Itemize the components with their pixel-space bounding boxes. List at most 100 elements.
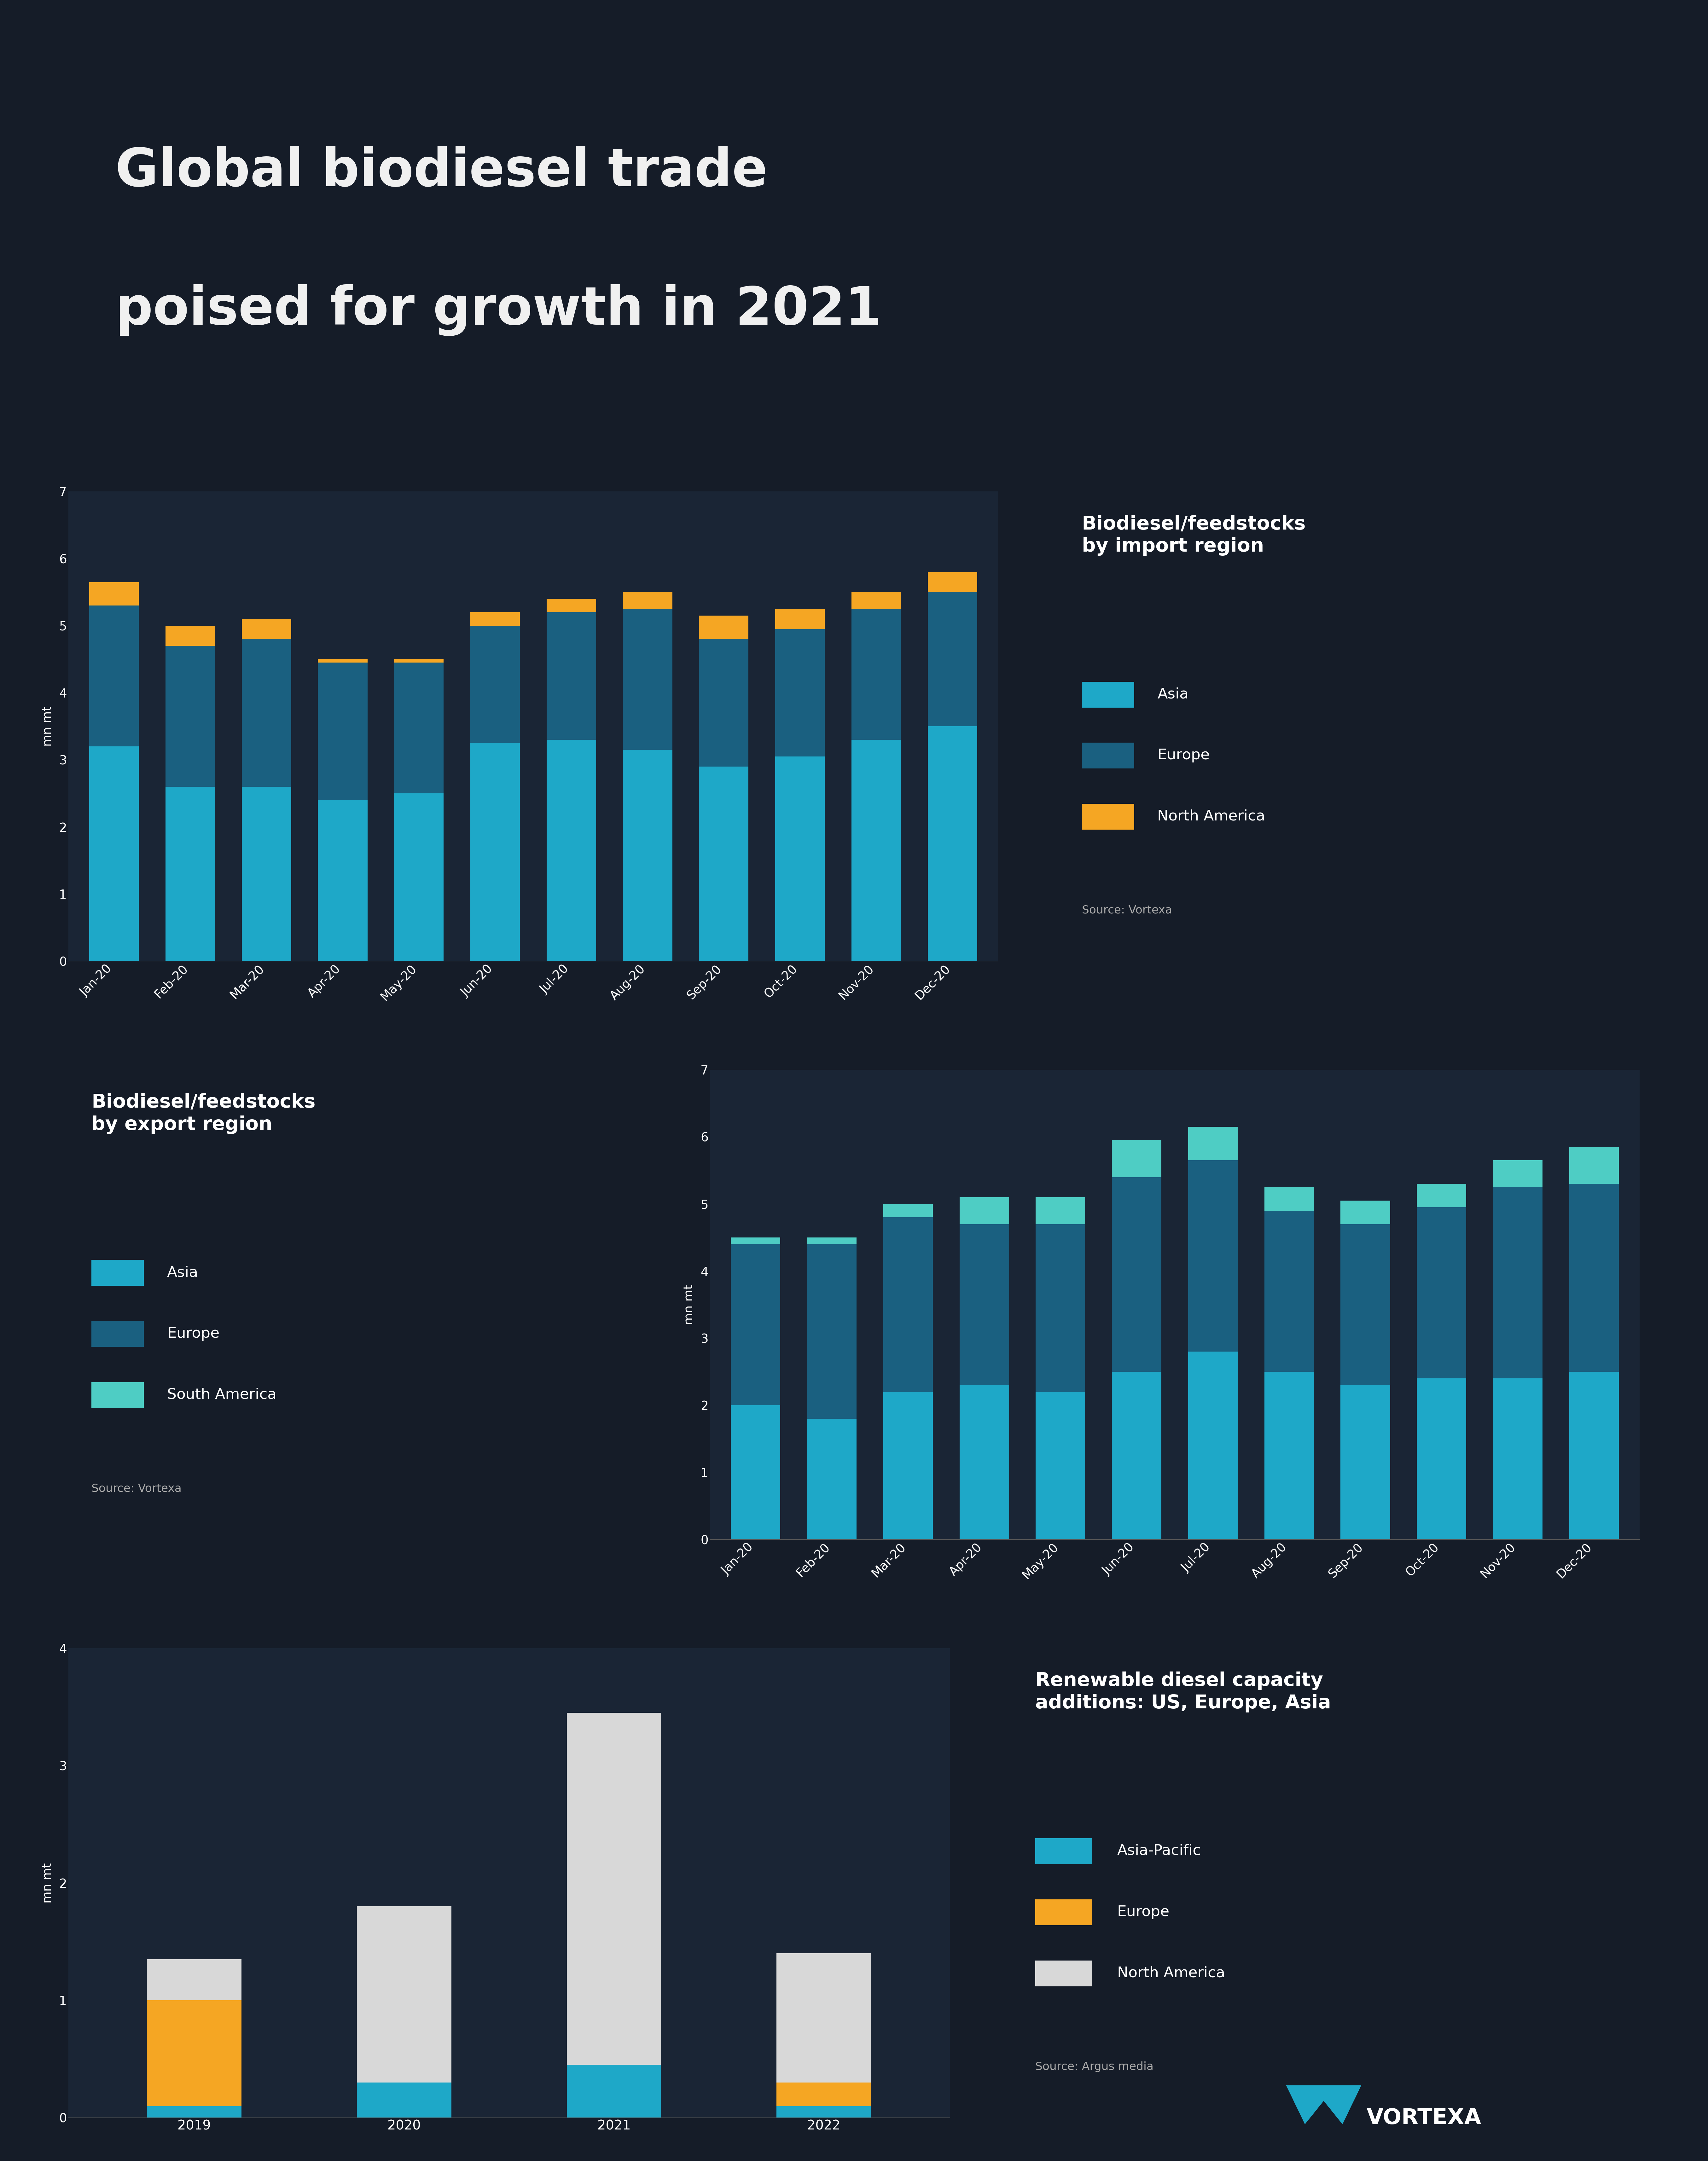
Bar bbox=[1493, 1379, 1542, 1539]
Bar bbox=[166, 627, 215, 646]
Bar bbox=[1264, 1186, 1313, 1210]
Bar bbox=[927, 592, 977, 726]
Bar bbox=[1493, 1160, 1542, 1186]
Bar bbox=[243, 618, 292, 640]
Bar bbox=[699, 767, 748, 962]
Bar bbox=[775, 629, 825, 756]
Bar bbox=[1493, 1186, 1542, 1379]
Text: Asia-Pacific: Asia-Pacific bbox=[1117, 1843, 1201, 1858]
Text: Source: Vortexa: Source: Vortexa bbox=[1081, 905, 1172, 916]
Text: Europe: Europe bbox=[1117, 1906, 1170, 1919]
Bar bbox=[699, 616, 748, 640]
Bar bbox=[547, 612, 596, 739]
Bar bbox=[357, 2083, 451, 2118]
Bar bbox=[395, 663, 444, 793]
Text: North America: North America bbox=[1158, 810, 1266, 823]
Y-axis label: mn mt: mn mt bbox=[41, 1863, 53, 1904]
Text: Asia: Asia bbox=[167, 1266, 198, 1279]
Bar bbox=[357, 1906, 451, 2083]
Bar bbox=[147, 2001, 241, 2107]
Bar bbox=[1081, 804, 1134, 830]
Bar bbox=[470, 627, 519, 743]
Bar bbox=[1035, 1839, 1091, 1865]
Bar bbox=[1035, 1197, 1085, 1223]
Text: Europe: Europe bbox=[167, 1327, 220, 1340]
Y-axis label: mn mt: mn mt bbox=[41, 707, 53, 746]
Bar bbox=[699, 640, 748, 767]
Bar bbox=[470, 743, 519, 962]
Bar bbox=[395, 659, 444, 663]
Bar bbox=[851, 592, 900, 609]
Bar bbox=[1570, 1147, 1619, 1184]
Text: Biodiesel/feedstocks
by import region: Biodiesel/feedstocks by import region bbox=[1081, 514, 1307, 555]
Bar bbox=[927, 726, 977, 962]
Bar bbox=[1081, 681, 1134, 707]
Bar bbox=[470, 612, 519, 627]
Bar bbox=[318, 663, 367, 800]
Text: Biodiesel/feedstocks
by export region: Biodiesel/feedstocks by export region bbox=[92, 1093, 316, 1135]
Bar bbox=[1570, 1372, 1619, 1539]
Bar bbox=[960, 1223, 1009, 1385]
Bar bbox=[243, 640, 292, 787]
Bar bbox=[731, 1405, 781, 1539]
Bar bbox=[883, 1217, 933, 1392]
Bar bbox=[1189, 1126, 1238, 1160]
Bar bbox=[1035, 1392, 1085, 1539]
Text: Renewable diesel capacity
additions: US, Europe, Asia: Renewable diesel capacity additions: US,… bbox=[1035, 1673, 1331, 1712]
Y-axis label: mn mt: mn mt bbox=[683, 1284, 695, 1325]
Bar bbox=[1341, 1202, 1390, 1223]
Text: Source: Argus media: Source: Argus media bbox=[1035, 2062, 1153, 2072]
Bar bbox=[623, 750, 673, 962]
Bar bbox=[1112, 1141, 1161, 1178]
Text: Asia: Asia bbox=[1158, 687, 1189, 702]
Bar bbox=[777, 2083, 871, 2107]
Bar bbox=[808, 1418, 857, 1539]
Bar bbox=[1416, 1379, 1465, 1539]
Text: Source: Vortexa: Source: Vortexa bbox=[92, 1482, 181, 1493]
Bar bbox=[147, 2107, 241, 2118]
Bar bbox=[1570, 1184, 1619, 1372]
Text: Global biodiesel trade: Global biodiesel trade bbox=[116, 147, 767, 197]
Text: poised for growth in 2021: poised for growth in 2021 bbox=[116, 285, 881, 335]
Text: Europe: Europe bbox=[1158, 748, 1209, 763]
Bar bbox=[808, 1245, 857, 1418]
Bar bbox=[927, 573, 977, 592]
Bar bbox=[166, 787, 215, 962]
Bar bbox=[1035, 1900, 1091, 1925]
Bar bbox=[775, 609, 825, 629]
Text: North America: North America bbox=[1117, 1967, 1225, 1979]
Bar bbox=[89, 605, 138, 746]
Bar bbox=[1416, 1208, 1465, 1379]
Bar bbox=[1416, 1184, 1465, 1208]
Bar bbox=[1112, 1372, 1161, 1539]
Bar bbox=[567, 2066, 661, 2118]
Bar bbox=[775, 756, 825, 962]
Bar bbox=[883, 1204, 933, 1217]
Bar bbox=[318, 800, 367, 962]
Bar bbox=[960, 1197, 1009, 1223]
Bar bbox=[623, 609, 673, 750]
Bar bbox=[960, 1385, 1009, 1539]
Bar bbox=[92, 1260, 143, 1286]
Bar bbox=[567, 1714, 661, 2066]
Bar bbox=[1035, 1223, 1085, 1392]
Bar bbox=[1035, 1960, 1091, 1986]
Bar bbox=[147, 1960, 241, 2001]
Bar bbox=[777, 2107, 871, 2118]
Bar bbox=[547, 599, 596, 612]
Bar bbox=[731, 1245, 781, 1405]
Bar bbox=[1189, 1351, 1238, 1539]
Bar bbox=[777, 1954, 871, 2083]
Bar bbox=[623, 592, 673, 609]
Bar bbox=[547, 739, 596, 962]
Bar bbox=[1341, 1385, 1390, 1539]
Text: South America: South America bbox=[167, 1387, 277, 1402]
Bar bbox=[243, 787, 292, 962]
Bar bbox=[1112, 1178, 1161, 1372]
Bar bbox=[883, 1392, 933, 1539]
Text: VORTEXA: VORTEXA bbox=[1366, 2107, 1481, 2129]
Bar bbox=[89, 581, 138, 605]
Bar bbox=[1264, 1372, 1313, 1539]
Bar bbox=[166, 646, 215, 787]
Bar bbox=[1264, 1210, 1313, 1372]
